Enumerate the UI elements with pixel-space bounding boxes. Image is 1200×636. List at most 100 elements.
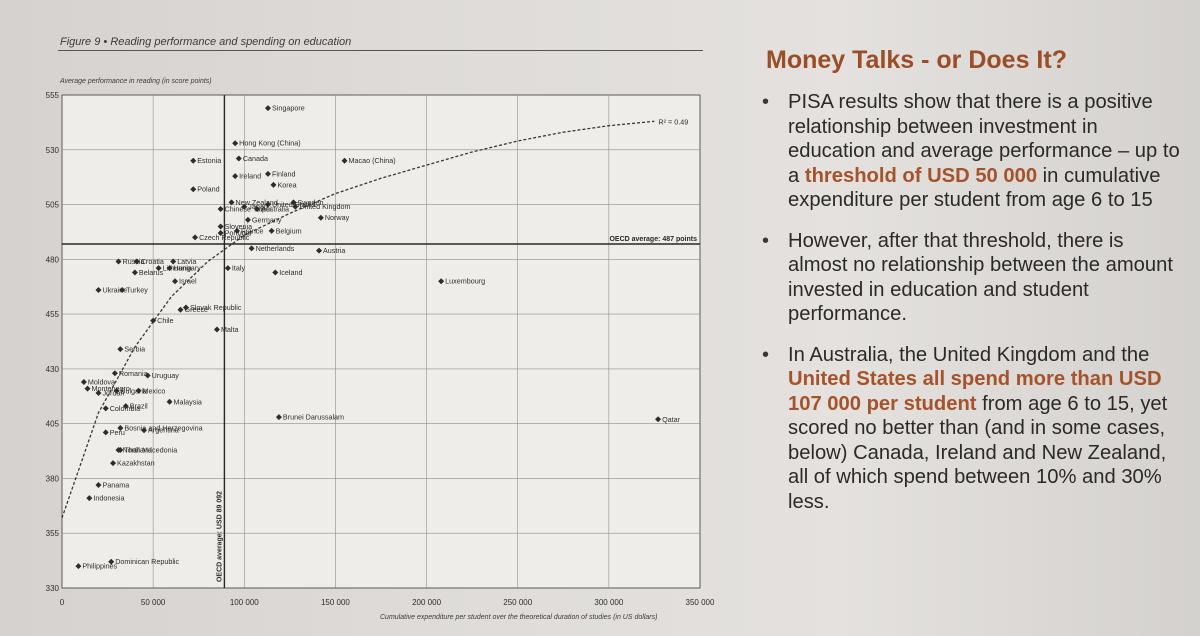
data-point-label: Poland xyxy=(197,185,219,194)
data-point xyxy=(341,157,348,164)
data-point xyxy=(241,203,248,210)
data-point xyxy=(80,379,87,386)
data-point xyxy=(113,387,120,394)
y-tick-label: 355 xyxy=(46,529,60,538)
y-tick-label: 480 xyxy=(46,255,60,264)
data-point-label: Japan xyxy=(248,202,268,211)
data-point-label: United States xyxy=(272,200,316,209)
data-point-label: Philippines xyxy=(82,562,117,571)
data-point-label: Moldova xyxy=(88,378,115,387)
data-point xyxy=(264,105,271,112)
data-point xyxy=(131,269,138,276)
data-point-label: Estonia xyxy=(197,156,221,165)
data-point xyxy=(95,287,102,294)
data-point xyxy=(244,216,251,223)
data-point-label: Finland xyxy=(272,169,296,178)
data-point xyxy=(150,317,157,324)
data-point-label: United Kingdom xyxy=(299,202,350,211)
data-point-label: Canada xyxy=(243,154,268,163)
data-point xyxy=(233,227,240,234)
y-tick-label: 530 xyxy=(46,146,60,155)
x-axis-label: Cumulative expenditure per student over … xyxy=(380,614,658,621)
data-point-label: Montenegro xyxy=(92,384,130,393)
bullet-2-text: However, after that threshold, there is … xyxy=(788,229,1173,326)
data-point-label: Macao (China) xyxy=(349,156,396,165)
data-point xyxy=(141,427,148,434)
data-point xyxy=(144,372,151,379)
data-point xyxy=(217,223,224,230)
data-point-label: Netherlands xyxy=(256,244,295,253)
data-point xyxy=(135,387,142,394)
data-point xyxy=(166,398,173,405)
data-point-label: Argentina xyxy=(148,426,179,435)
data-point xyxy=(115,258,122,265)
bullet-3-text-a: In Australia, the United Kingdom and the xyxy=(788,343,1150,366)
data-point xyxy=(290,199,297,206)
data-point-label: Lithuania xyxy=(163,264,192,273)
data-point-label: Chinese Taipei xyxy=(225,204,272,213)
data-point-label: Romania xyxy=(119,369,148,378)
x-tick-label: 0 xyxy=(60,598,65,607)
data-point xyxy=(270,181,277,188)
data-point xyxy=(166,265,173,272)
data-point-label: Germany xyxy=(252,215,282,224)
data-point xyxy=(102,405,109,412)
data-point xyxy=(224,265,231,272)
data-point-label: Luxembourg xyxy=(445,277,485,286)
oecd-average-spending-label: OECD average: USD 89 092 xyxy=(216,491,223,582)
data-point xyxy=(172,278,179,285)
data-point-label: Thailand xyxy=(124,445,152,454)
data-point xyxy=(192,234,199,241)
trend-curve xyxy=(61,120,655,519)
bullet-1-text-a: PISA results show that there is a positi… xyxy=(788,91,1180,187)
data-point-label: France xyxy=(241,226,263,235)
data-point-label: Sweden xyxy=(298,198,324,207)
data-point xyxy=(272,269,279,276)
data-point-label: Croatia xyxy=(141,257,164,266)
panel-title: Money Talks - or Does It? xyxy=(766,46,1067,74)
y-axis-label: Average performance in reading (in score… xyxy=(60,78,212,85)
bullet-1-highlight: threshold of USD 50 000 xyxy=(804,164,1038,187)
data-point xyxy=(275,414,282,421)
r-squared-label: R² = 0.49 xyxy=(658,117,688,126)
plot-area xyxy=(61,94,701,589)
data-point xyxy=(190,186,197,193)
data-point-label: Peru xyxy=(110,428,125,437)
data-point-label: Norway xyxy=(325,213,350,222)
data-point-label: Slovenia xyxy=(225,222,253,231)
data-point-label: New Zealand xyxy=(236,198,278,207)
data-point-label: Brunei Darussalam xyxy=(283,413,344,422)
data-point-label: Hong Kong (China) xyxy=(239,139,301,148)
data-point xyxy=(95,389,102,396)
y-tick-label: 405 xyxy=(46,420,60,429)
data-point xyxy=(235,155,242,162)
data-point-label: Panama xyxy=(102,481,129,490)
data-point xyxy=(95,482,102,489)
x-tick-label: 100 000 xyxy=(230,598,259,607)
data-point-label: Brazil xyxy=(130,402,148,411)
data-point xyxy=(170,258,177,265)
data-point xyxy=(317,214,324,221)
data-point-label: Korea xyxy=(277,180,296,189)
oecd-average-performance-label: OECD average: 487 points xyxy=(609,236,697,243)
data-point xyxy=(264,201,271,208)
bullet-3-highlight: United States all spend more than USD 10… xyxy=(788,368,1162,415)
data-point-label: Serbia xyxy=(124,345,145,354)
data-point xyxy=(86,495,93,502)
x-tick-label: 50 000 xyxy=(141,598,166,607)
y-tick-label: 555 xyxy=(46,91,60,100)
y-tick-label: 505 xyxy=(46,201,60,210)
data-point xyxy=(108,558,115,565)
data-point xyxy=(133,258,140,265)
y-tick-label: 380 xyxy=(46,474,60,483)
data-point xyxy=(264,170,271,177)
bullet-2: However, after that threshold, there is … xyxy=(748,229,1188,327)
data-point xyxy=(316,247,323,254)
data-point xyxy=(248,245,255,252)
x-tick-label: 250 000 xyxy=(503,598,532,607)
data-point xyxy=(213,326,220,333)
data-point xyxy=(117,446,124,453)
bullet-list: PISA results show that there is a positi… xyxy=(748,90,1188,530)
figure-caption-rule xyxy=(58,50,703,51)
data-point-label: Latvia xyxy=(177,257,196,266)
